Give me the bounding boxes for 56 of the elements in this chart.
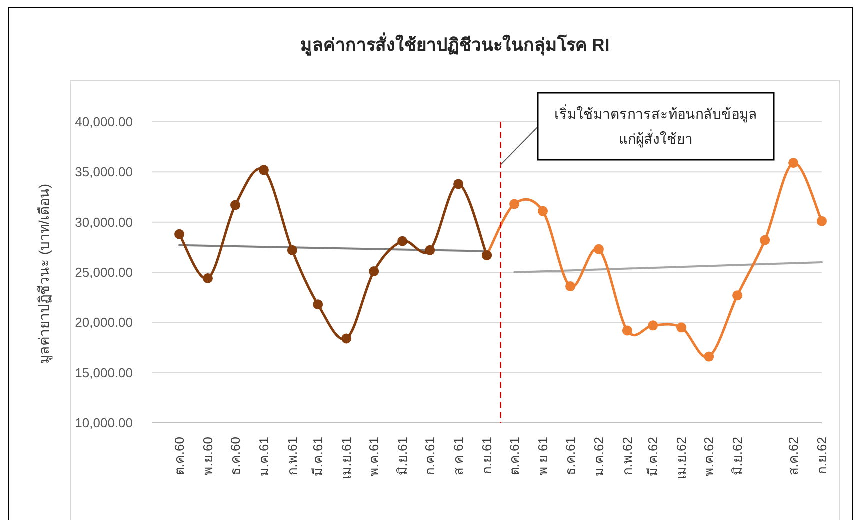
x-tick-label: ม.ค.62	[591, 437, 606, 477]
x-tick-label: มี.ค.61	[310, 437, 326, 477]
point	[174, 229, 185, 240]
point	[817, 216, 827, 226]
x-tick-label: เม.ย.61	[339, 437, 354, 480]
x-tick-label: ส ค 61	[451, 437, 466, 476]
y-axis-title: มูลค่ายาปฏิชีวนะ (บาท/เดือน)	[36, 184, 53, 364]
point	[287, 245, 298, 256]
point	[648, 320, 658, 331]
x-tick-label: มี.ค.62	[646, 437, 661, 477]
y-tick-label: 30,000.00	[75, 214, 133, 230]
ref-line-label: เริ่มใช้มาตรการสะท้อนกลับข้อมูล แก่ผู้สั่งใช้ยา	[554, 105, 758, 148]
y-tick-label: 15,000.00	[75, 365, 133, 380]
point	[230, 200, 241, 210]
x-tick-label: พ.ย.60	[200, 437, 216, 476]
x-tick-label: ส.ค.62	[786, 437, 802, 476]
point	[313, 300, 324, 310]
x-tick-label: ก.ค.61	[422, 437, 438, 476]
x-tick-label: ต.ค.61	[507, 437, 522, 476]
x-tick-label: ต.ค.60	[172, 437, 188, 476]
x-tick-label: ก.พ.62	[620, 437, 635, 476]
y-tick-label: 10,000.00	[75, 416, 133, 430]
point	[622, 326, 632, 336]
x-tick-label: มิ.ย.62	[730, 437, 746, 476]
x-tick-label: ธ.ค.61	[563, 437, 578, 476]
point	[202, 274, 213, 284]
point	[594, 244, 604, 254]
x-tick-label: ก.ย.61	[480, 437, 494, 475]
point	[398, 236, 408, 246]
x-tick-label: เม.ย.62	[674, 437, 690, 480]
point	[732, 290, 743, 301]
x-tick-label: ธ.ค.60	[228, 437, 244, 476]
point	[760, 235, 770, 246]
x-tick-label: พ.ค.61	[366, 437, 382, 477]
point	[342, 334, 352, 344]
point	[704, 352, 714, 362]
point	[566, 282, 576, 292]
y-tick-label: 40,000.00	[75, 114, 133, 130]
x-tick-label: ม.ค.61	[256, 437, 272, 477]
x-tick-label: มิ.ย.61	[395, 437, 410, 476]
point	[425, 245, 436, 256]
point	[676, 322, 687, 333]
y-tick-label: 25,000.00	[75, 265, 133, 280]
point	[788, 158, 799, 168]
y-tick-label: 20,000.00	[75, 315, 133, 330]
x-tick-label: พ ย 61	[535, 437, 550, 476]
x-tick-label: ก.พ.61	[284, 437, 300, 476]
x-tick-label: ก.ย.62	[814, 437, 830, 475]
y-tick-label: 35,000.00	[75, 164, 133, 180]
chart-title: มูลค่าการสั่งใช้ยาปฏิชีวนะในกลุ่มโรค RI	[300, 32, 610, 57]
point	[258, 165, 269, 176]
point	[510, 199, 520, 210]
point	[454, 179, 464, 190]
x-tick-label: พ.ค.62	[702, 437, 717, 477]
point	[369, 266, 380, 276]
point	[538, 206, 548, 216]
